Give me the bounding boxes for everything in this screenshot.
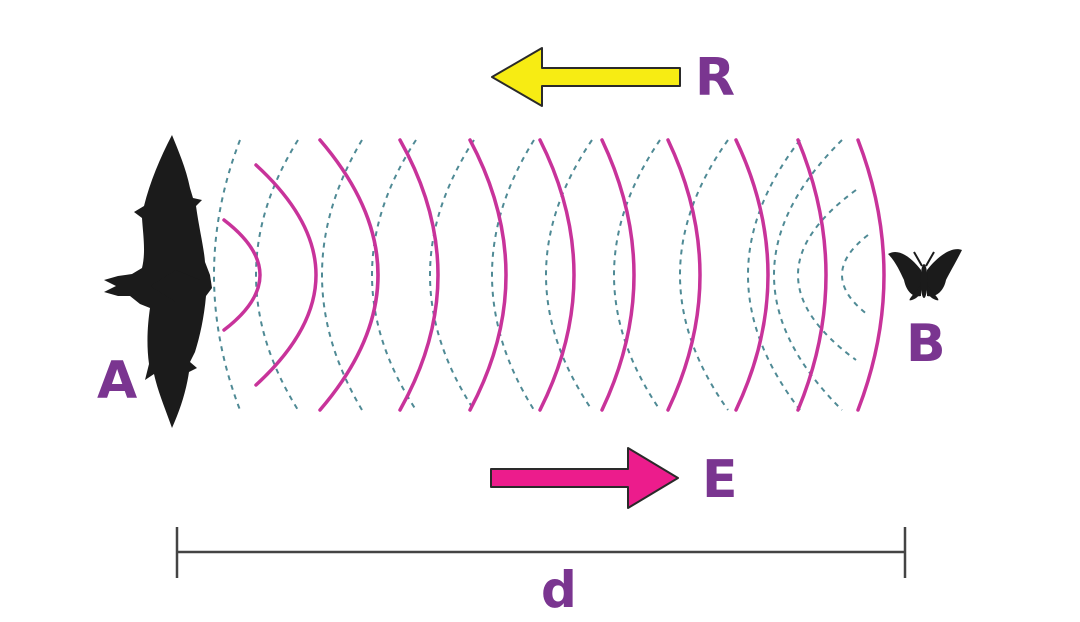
distance-label: d [541, 561, 577, 619]
reflected-wave-arc [773, 139, 843, 411]
butterfly-silhouette-icon [888, 249, 962, 301]
reflected-wave-arc [841, 234, 869, 316]
emitted-wave-arc [796, 138, 828, 412]
emitted-wave-arc [222, 218, 262, 332]
reflected-wave-arc [213, 139, 241, 411]
reflected-wave-arc [255, 139, 299, 411]
reflected-arrow [491, 47, 681, 107]
reflected-wave-arcs [213, 139, 869, 411]
emitted-wave-arc [398, 138, 440, 412]
reflected-wave-arc [797, 189, 857, 361]
reflected-wave-arc [491, 139, 535, 411]
emitted-label: E [702, 450, 738, 510]
reflected-wave-arc [679, 139, 729, 411]
emitted-wave-arc [734, 138, 770, 412]
emitter-label: A [97, 351, 137, 411]
reflected-wave-arc [747, 139, 801, 411]
reflected-wave-arc [429, 139, 475, 411]
emitted-wave-arc [538, 138, 576, 412]
emitted-wave-arcs [222, 138, 886, 412]
emitted-wave-arc [318, 138, 380, 412]
reflected-wave-arc [371, 139, 417, 411]
reflected-wave-arc [613, 139, 661, 411]
reflected-wave-arc [545, 139, 593, 411]
reflected-wave-arc [321, 139, 363, 411]
target-label: B [906, 314, 946, 374]
emitted-wave-arc [254, 163, 318, 387]
emitted-wave-arc [666, 138, 702, 412]
emitted-wave-arc [468, 138, 508, 412]
emitted-wave-arc [856, 138, 886, 412]
emitted-arrow [490, 447, 679, 509]
reflected-label: R [695, 48, 735, 108]
distance-indicator [175, 527, 907, 578]
bat-silhouette-icon [104, 135, 212, 428]
emitted-wave-arc [600, 138, 636, 412]
